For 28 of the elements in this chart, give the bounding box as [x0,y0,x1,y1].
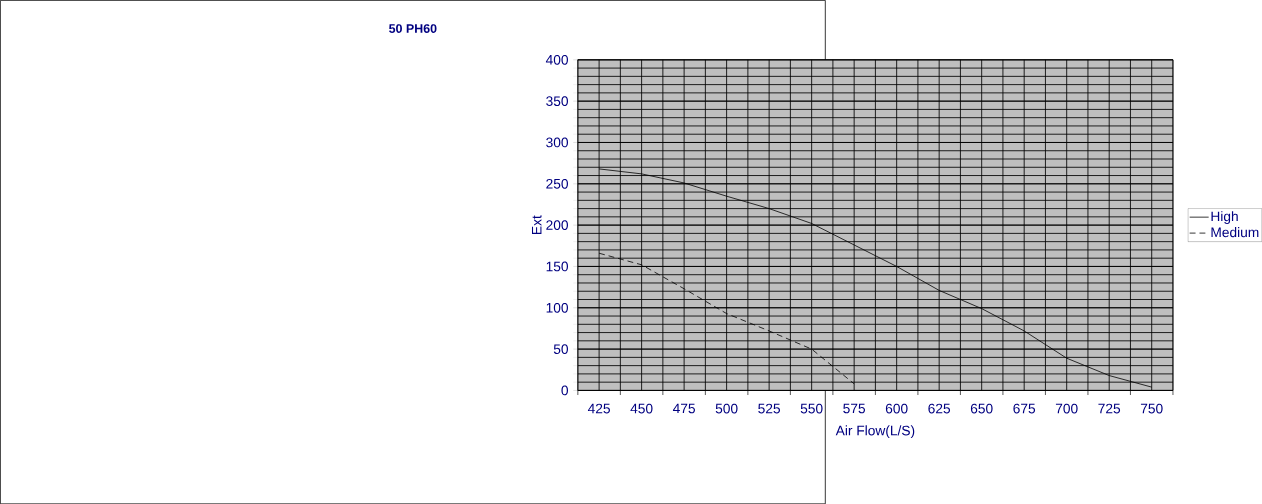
legend-label: Medium [1211,226,1259,238]
y-tick-label: 150 [546,261,569,272]
y-axis-title: Ext [531,215,542,234]
x-tick-label: 425 [587,403,610,414]
x-tick-label: 725 [1098,403,1121,414]
x-tick-label: 750 [1140,403,1163,414]
x-tick-label: 450 [630,403,653,414]
legend-label: High [1211,211,1238,224]
y-tick-label: 200 [546,220,569,230]
y-tick-label: 0 [561,385,569,396]
x-tick-label: 600 [885,403,908,414]
y-tick-label: 400 [545,54,569,65]
text: 50 PH60 [389,24,437,33]
x-tick-label: 625 [928,403,951,414]
y-tick-label: 350 [546,96,569,106]
x-tick-label: 500 [715,403,738,414]
x-tick-label: 675 [1013,403,1036,414]
x-tick-label: 575 [843,403,866,414]
y-tick-label: 300 [546,137,569,148]
x-tick-label: 550 [800,403,823,414]
y-tick-label: 250 [546,178,569,189]
x-tick-label: 525 [758,403,781,414]
x-axis-title: Air Flow(L/S) [835,425,915,438]
x-tick-label: 650 [970,403,993,414]
x-tick-label: 475 [672,403,695,414]
x-tick-label: 700 [1055,403,1078,414]
y-tick-label: 50 [553,344,569,354]
y-tick-label: 100 [546,302,569,313]
